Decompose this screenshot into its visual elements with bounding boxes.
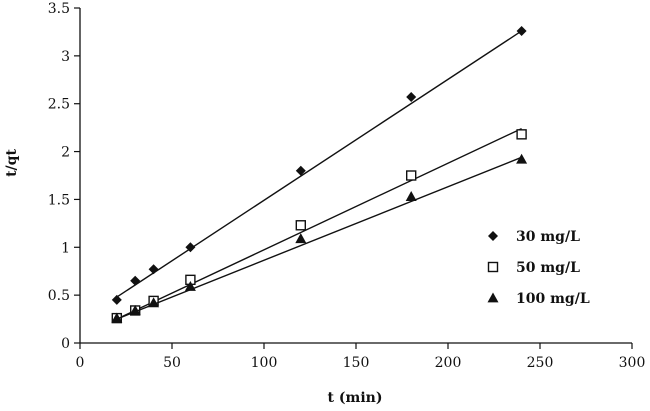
y-tick-label: 0 [61, 336, 70, 352]
data-point-100-mg-l [405, 191, 417, 201]
data-point-100-mg-l [129, 304, 141, 315]
data-point-100-mg-l [516, 153, 528, 164]
y-tick-label: 2.5 [48, 97, 70, 113]
series-30-mg-l [111, 25, 527, 305]
x-tick-label: 150 [343, 355, 370, 371]
data-point-30-mg-l [111, 294, 122, 305]
x-tick-label: 300 [619, 355, 646, 371]
y-tick-label: 3.5 [48, 1, 70, 17]
legend-marker-50-mg-l [487, 261, 499, 273]
legend: 30 mg/L 50 mg/L 100 mg/L [487, 229, 590, 307]
data-point-100-mg-l [184, 281, 196, 291]
y-tick-label: 2 [61, 145, 70, 161]
legend-marker-100-mg-l [487, 292, 499, 303]
y-tick-label: 0.5 [48, 288, 70, 304]
plot-area: 0 0.5 1 1.5 2 2.5 3 3.5 0 50 100 150 200 250 300 [48, 1, 646, 371]
legend-label-30-mg-l: 30 mg/L [516, 229, 580, 245]
x-tick-label: 250 [527, 355, 554, 371]
data-point-30-mg-l [148, 264, 159, 275]
data-point-30-mg-l [516, 25, 527, 36]
y-tick-label: 3 [61, 49, 70, 65]
series-100-mg-l [111, 153, 528, 323]
data-point-30-mg-l [406, 92, 417, 103]
data-point-50-mg-l [406, 170, 417, 181]
x-tick-label: 50 [163, 355, 181, 371]
y-axis-title: t/qt [4, 149, 20, 177]
x-tick-label: 100 [251, 355, 278, 371]
data-point-100-mg-l [295, 233, 307, 244]
data-point-50-mg-l [295, 220, 306, 231]
y-tick-label: 1 [61, 240, 70, 256]
y-tick-label: 1.5 [48, 192, 70, 208]
x-tick-label: 200 [435, 355, 462, 371]
trendline-50-mg-l [116, 127, 522, 320]
data-point-30-mg-l [130, 275, 141, 286]
trendline-100-mg-l [116, 156, 522, 320]
legend-marker-30-mg-l [488, 231, 498, 241]
legend-label-50-mg-l: 50 mg/L [516, 260, 580, 276]
data-point-50-mg-l [516, 129, 527, 140]
data-point-100-mg-l [148, 297, 160, 308]
series-50-mg-l [111, 127, 527, 324]
x-tick-label: 0 [76, 355, 85, 371]
data-point-30-mg-l [295, 165, 306, 176]
data-point-30-mg-l [185, 242, 196, 253]
data-point-100-mg-l [111, 312, 123, 323]
x-axis-title: t (min) [328, 390, 383, 406]
legend-label-100-mg-l: 100 mg/L [516, 291, 590, 307]
trendline-30-mg-l [116, 30, 522, 298]
